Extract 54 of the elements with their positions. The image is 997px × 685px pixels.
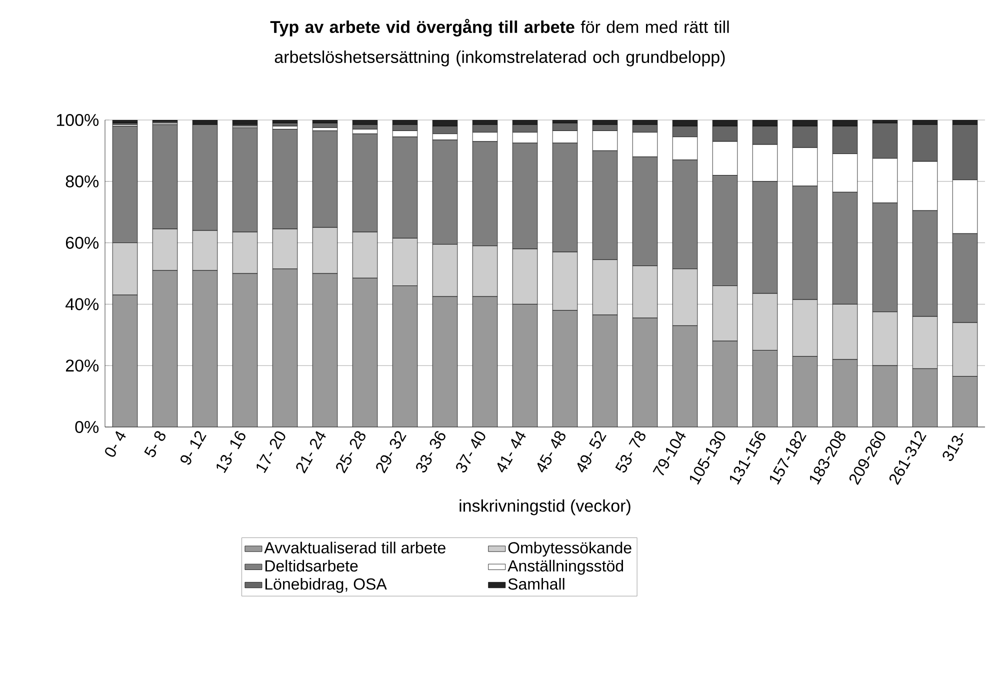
- bar: [712, 341, 738, 427]
- x-tick-label: 33- 36: [416, 431, 446, 472]
- legend-label: Lönebidrag, OSA: [265, 578, 387, 593]
- x-tick-label: 41- 44: [497, 431, 526, 473]
- legend-label: Avvaktualiserad till arbete: [264, 542, 446, 554]
- x-tick-label: 13- 16: [216, 431, 246, 474]
- bar: [312, 273, 338, 427]
- bar: [672, 326, 698, 427]
- bar: [272, 268, 298, 427]
- x-tick-label: 21- 24: [296, 431, 326, 474]
- x-tick-label: 37- 40: [456, 431, 486, 472]
- bar: [592, 314, 618, 427]
- x-axis-title: inskrivningstid (veckor): [460, 499, 630, 516]
- x-tick-label: 53- 78: [615, 431, 646, 473]
- bar: [552, 310, 578, 427]
- bar: [832, 359, 858, 427]
- y-tick-label: 60%: [66, 236, 99, 249]
- bar: [472, 296, 498, 427]
- bar: [792, 356, 818, 427]
- y-tick-label: 100%: [56, 114, 99, 126]
- bar: [232, 273, 258, 427]
- x-tick-label: 29- 32: [376, 431, 406, 474]
- legend-label: Ombytessökande: [508, 542, 632, 557]
- bar: [952, 376, 978, 427]
- y-tick-label: 80%: [66, 175, 99, 188]
- x-tick-label: 25- 28: [336, 431, 366, 474]
- bar: [312, 122, 338, 128]
- bar: [752, 350, 778, 427]
- x-tick-label: 5- 8: [144, 431, 166, 458]
- bar: [152, 270, 178, 427]
- bar: [352, 278, 378, 427]
- x-tick-label: 0- 4: [105, 431, 126, 457]
- y-tick-label: 40%: [66, 298, 99, 310]
- bar: [512, 304, 538, 427]
- bar: [272, 122, 298, 126]
- bar: [352, 120, 378, 125]
- bar: [232, 120, 258, 125]
- bar: [912, 368, 938, 427]
- x-tick-label: 9- 12: [180, 431, 206, 465]
- x-tick-label: 45- 48: [537, 431, 566, 473]
- chart-title: Typ av arbete vid övergång till arbete för dem med rätt till arbetslöshetsersättning (inkomstrelaterad och grundbelopp): [270, 18, 729, 66]
- legend-label: Anställningsstöd: [508, 560, 624, 575]
- x-tick-label: 17- 20: [256, 431, 286, 474]
- bar: [392, 286, 418, 427]
- y-tick-label: 20%: [66, 360, 99, 372]
- bar: [432, 296, 458, 427]
- y-tick-label: 0%: [75, 420, 99, 434]
- bar: [872, 366, 898, 427]
- bar: [112, 294, 138, 427]
- bar: [632, 318, 658, 427]
- x-tick-label: 49- 52: [577, 431, 606, 473]
- legend-label: Deltidsarbete: [265, 560, 358, 572]
- legend-label: Samhall: [508, 578, 564, 590]
- bar: [192, 270, 218, 427]
